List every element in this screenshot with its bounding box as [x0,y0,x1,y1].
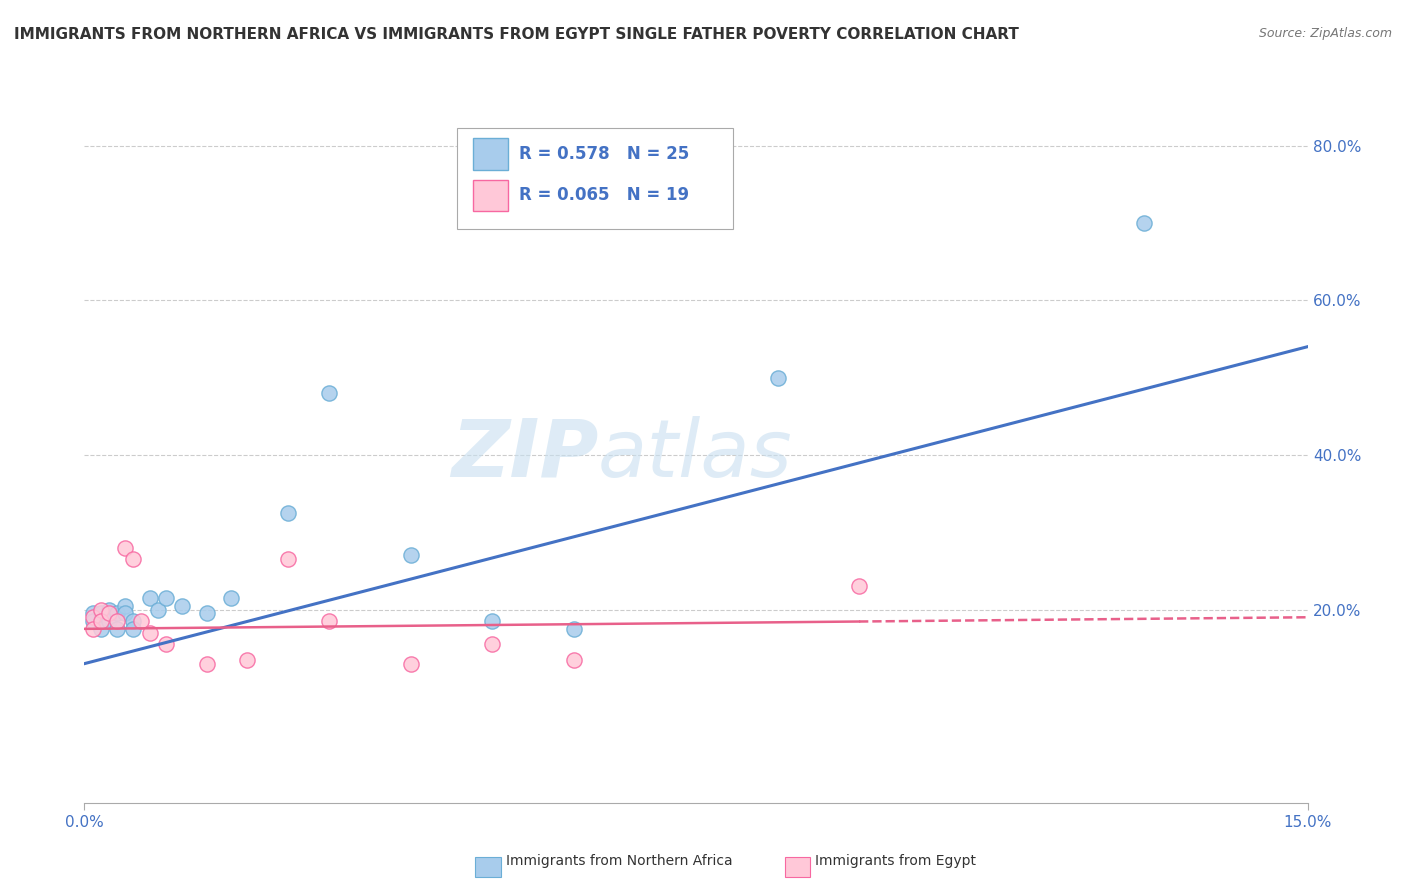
Point [562,622,585,636]
Text: R = 0.065   N = 19: R = 0.065 N = 19 [519,186,689,204]
Text: R = 0.578   N = 25: R = 0.578 N = 25 [519,145,689,162]
Point [114,599,136,613]
Point [90,607,112,621]
Point [105,614,128,628]
FancyBboxPatch shape [474,138,508,169]
Point [114,541,136,555]
Text: IMMIGRANTS FROM NORTHERN AFRICA VS IMMIGRANTS FROM EGYPT SINGLE FATHER POVERTY C: IMMIGRANTS FROM NORTHERN AFRICA VS IMMIG… [14,27,1019,42]
Point [219,591,242,605]
Point [82,607,104,621]
Point [277,506,299,520]
Point [399,549,422,563]
Point [97,614,120,628]
Point [481,637,503,651]
Point [82,610,104,624]
Point [90,602,112,616]
Point [236,653,259,667]
Point [766,370,789,384]
FancyBboxPatch shape [457,128,733,229]
Point [122,622,145,636]
Point [318,614,340,628]
Point [172,599,194,613]
Point [122,614,145,628]
Point [131,614,153,628]
Point [138,625,160,640]
Point [848,579,870,593]
Point [155,637,177,651]
Point [138,591,160,605]
Point [90,614,112,628]
FancyBboxPatch shape [474,180,508,211]
Text: Immigrants from Egypt: Immigrants from Egypt [815,854,977,868]
Point [481,614,503,628]
Point [97,602,120,616]
Text: atlas: atlas [598,416,793,494]
Text: Immigrants from Northern Africa: Immigrants from Northern Africa [506,854,733,868]
Point [122,552,145,566]
Point [90,622,112,636]
Text: Source: ZipAtlas.com: Source: ZipAtlas.com [1258,27,1392,40]
Point [1133,216,1156,230]
Text: ZIP: ZIP [451,416,598,494]
Point [105,607,128,621]
Point [155,591,177,605]
Point [195,657,218,671]
Point [562,653,585,667]
Point [277,552,299,566]
Point [195,607,218,621]
Point [82,622,104,636]
Point [399,657,422,671]
Point [97,607,120,621]
Point [105,622,128,636]
Point [82,614,104,628]
Point [318,386,340,401]
Point [114,607,136,621]
Point [146,602,169,616]
